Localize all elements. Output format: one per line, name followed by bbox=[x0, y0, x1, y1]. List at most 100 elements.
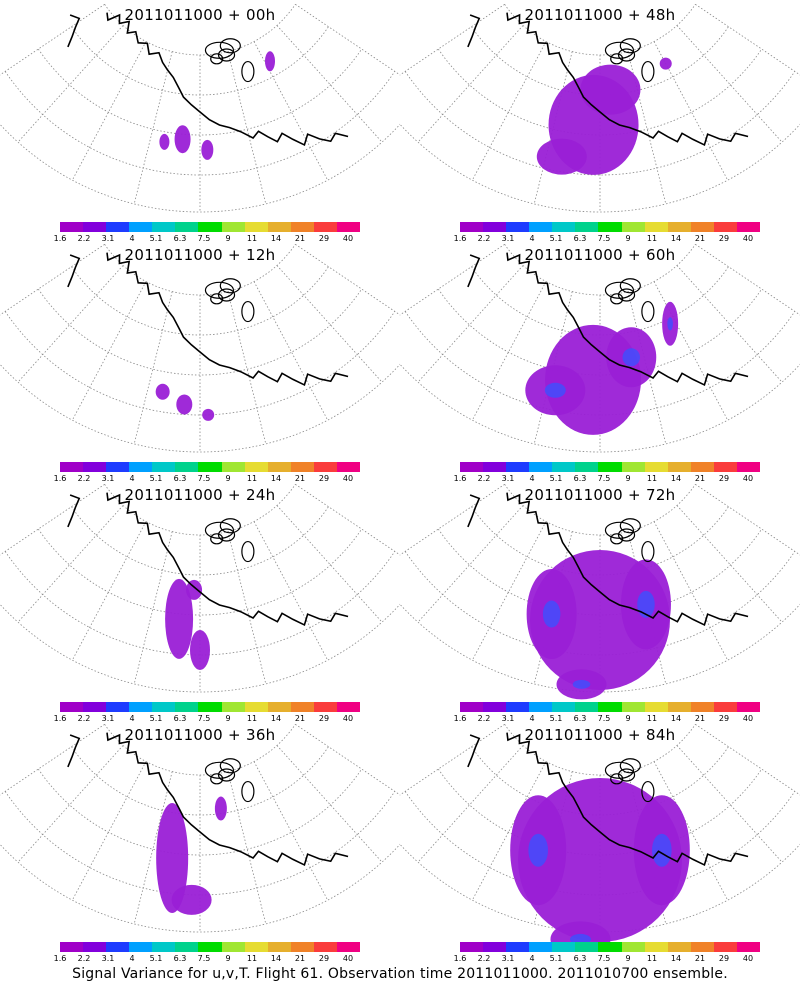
variance-field bbox=[159, 51, 275, 160]
colorbar-tick-label: 5.1 bbox=[549, 234, 563, 243]
colorbar-swatch bbox=[336, 702, 361, 712]
colorbar-tick-label: 5.1 bbox=[549, 714, 563, 723]
colorbar-tick-label: 3.1 bbox=[501, 234, 515, 243]
colorbar-tick-label: 40 bbox=[742, 234, 754, 243]
colorbar-tick-label: 11 bbox=[646, 714, 658, 723]
colorbar-tick-label: 1.6 bbox=[53, 714, 67, 723]
colorbar-tick-label: 6.3 bbox=[173, 954, 187, 963]
colorbar-tick-label: 1.6 bbox=[53, 474, 67, 483]
colorbar-tick-label: 9 bbox=[225, 954, 231, 963]
colorbar-swatch bbox=[313, 942, 337, 952]
colorbar-swatch bbox=[690, 462, 714, 472]
colorbar-tick-label: 21 bbox=[294, 234, 306, 243]
map-panel: 2011011000 + 12h 1.6 2.2 3.1 4 5.1 6.3 7.5 9 11 14… bbox=[0, 240, 400, 483]
colorbar-tick-label: 3.1 bbox=[101, 714, 115, 723]
colorbar-swatch bbox=[106, 702, 130, 712]
coastline bbox=[467, 12, 749, 147]
colorbar-tick-label: 6.3 bbox=[173, 234, 187, 243]
colorbar-swatch bbox=[267, 942, 291, 952]
variance-contour bbox=[637, 590, 655, 618]
graticule bbox=[0, 243, 400, 453]
colorbar-swatch bbox=[736, 702, 761, 712]
colorbar-swatch bbox=[621, 942, 645, 952]
variance-contour bbox=[528, 833, 548, 867]
colorbar bbox=[460, 222, 761, 232]
colorbar-tick-label: 9 bbox=[625, 714, 631, 723]
colorbar-swatch bbox=[713, 942, 737, 952]
coastline bbox=[467, 492, 749, 627]
colorbar-swatch bbox=[460, 702, 484, 712]
colorbar-swatch bbox=[244, 222, 268, 232]
colorbar-swatch bbox=[667, 462, 691, 472]
colorbar-tick-label: 40 bbox=[742, 714, 754, 723]
colorbar-swatch bbox=[221, 222, 245, 232]
colorbar-tick-label: 14 bbox=[670, 474, 682, 483]
colorbar-swatch bbox=[460, 462, 484, 472]
colorbar-tick-label: 40 bbox=[742, 474, 754, 483]
colorbar bbox=[60, 702, 361, 712]
colorbar-swatch bbox=[198, 702, 222, 712]
colorbar-swatch bbox=[290, 942, 314, 952]
colorbar-tick-label: 1.6 bbox=[53, 234, 67, 243]
colorbar-labels: 1.6 2.2 3.1 4 5.1 6.3 7.5 9 11 14 21 29 40 bbox=[54, 474, 360, 484]
colorbar-swatch bbox=[552, 462, 576, 472]
colorbar-tick-label: 2.2 bbox=[477, 954, 491, 963]
map-panel: 2011011000 + 36h 1.6 2.2 3.1 4 5.1 6.3 7.5 9 11 14… bbox=[0, 720, 400, 963]
colorbar bbox=[460, 702, 761, 712]
colorbar-swatch bbox=[152, 462, 176, 472]
colorbar-tick-label: 6.3 bbox=[173, 474, 187, 483]
colorbar-swatch bbox=[667, 942, 691, 952]
variance-contour bbox=[155, 383, 170, 400]
panel-title: 2011011000 + 36h bbox=[124, 726, 276, 744]
colorbar-swatch bbox=[575, 702, 599, 712]
colorbar bbox=[60, 222, 361, 232]
colorbar-tick-label: 29 bbox=[718, 954, 730, 963]
colorbar-tick-label: 5.1 bbox=[549, 474, 563, 483]
colorbar-tick-label: 9 bbox=[625, 474, 631, 483]
colorbar-swatch bbox=[736, 462, 761, 472]
variance-contour bbox=[667, 317, 673, 331]
variance-contour bbox=[569, 933, 591, 942]
colorbar-tick-label: 29 bbox=[718, 474, 730, 483]
colorbar-tick-label: 5.1 bbox=[149, 714, 163, 723]
colorbar-swatch bbox=[106, 462, 130, 472]
colorbar-tick-label: 1.6 bbox=[453, 474, 467, 483]
colorbar-swatch bbox=[221, 702, 245, 712]
colorbar-swatch bbox=[483, 702, 507, 712]
polar-map bbox=[0, 723, 400, 933]
colorbar-swatch bbox=[644, 702, 668, 712]
colorbar-tick-label: 7.5 bbox=[197, 474, 211, 483]
colorbar-swatch bbox=[60, 222, 84, 232]
colorbar-tick-label: 9 bbox=[225, 474, 231, 483]
colorbar bbox=[460, 462, 761, 472]
colorbar-swatch bbox=[529, 942, 553, 952]
variance-contour bbox=[174, 125, 191, 154]
colorbar-tick-label: 21 bbox=[294, 954, 306, 963]
colorbar-swatch bbox=[506, 702, 530, 712]
colorbar-swatch bbox=[621, 462, 645, 472]
colorbar-tick-label: 29 bbox=[718, 234, 730, 243]
colorbar-swatch bbox=[736, 222, 761, 232]
variance-field bbox=[156, 796, 227, 915]
colorbar-tick-label: 6.3 bbox=[573, 954, 587, 963]
colorbar-swatch bbox=[529, 702, 553, 712]
colorbar-tick-label: 2.2 bbox=[477, 234, 491, 243]
panel-title: 2011011000 + 24h bbox=[124, 486, 276, 504]
variance-contour bbox=[544, 382, 566, 398]
colorbar-tick-label: 40 bbox=[342, 954, 354, 963]
colorbar-swatch bbox=[60, 462, 84, 472]
colorbar-tick-label: 21 bbox=[694, 954, 706, 963]
colorbar-tick-label: 11 bbox=[246, 234, 258, 243]
colorbar-tick-label: 4 bbox=[129, 954, 135, 963]
colorbar-swatch bbox=[60, 942, 84, 952]
colorbar-tick-label: 1.6 bbox=[53, 954, 67, 963]
polar-map bbox=[0, 3, 400, 213]
colorbar-swatch bbox=[336, 462, 361, 472]
colorbar-tick-label: 3.1 bbox=[501, 714, 515, 723]
colorbar-tick-label: 14 bbox=[270, 714, 282, 723]
variance-contour bbox=[171, 884, 212, 915]
colorbar bbox=[60, 942, 361, 952]
colorbar-tick-label: 4 bbox=[129, 234, 135, 243]
colorbar-tick-label: 14 bbox=[270, 234, 282, 243]
colorbar-swatch bbox=[290, 222, 314, 232]
